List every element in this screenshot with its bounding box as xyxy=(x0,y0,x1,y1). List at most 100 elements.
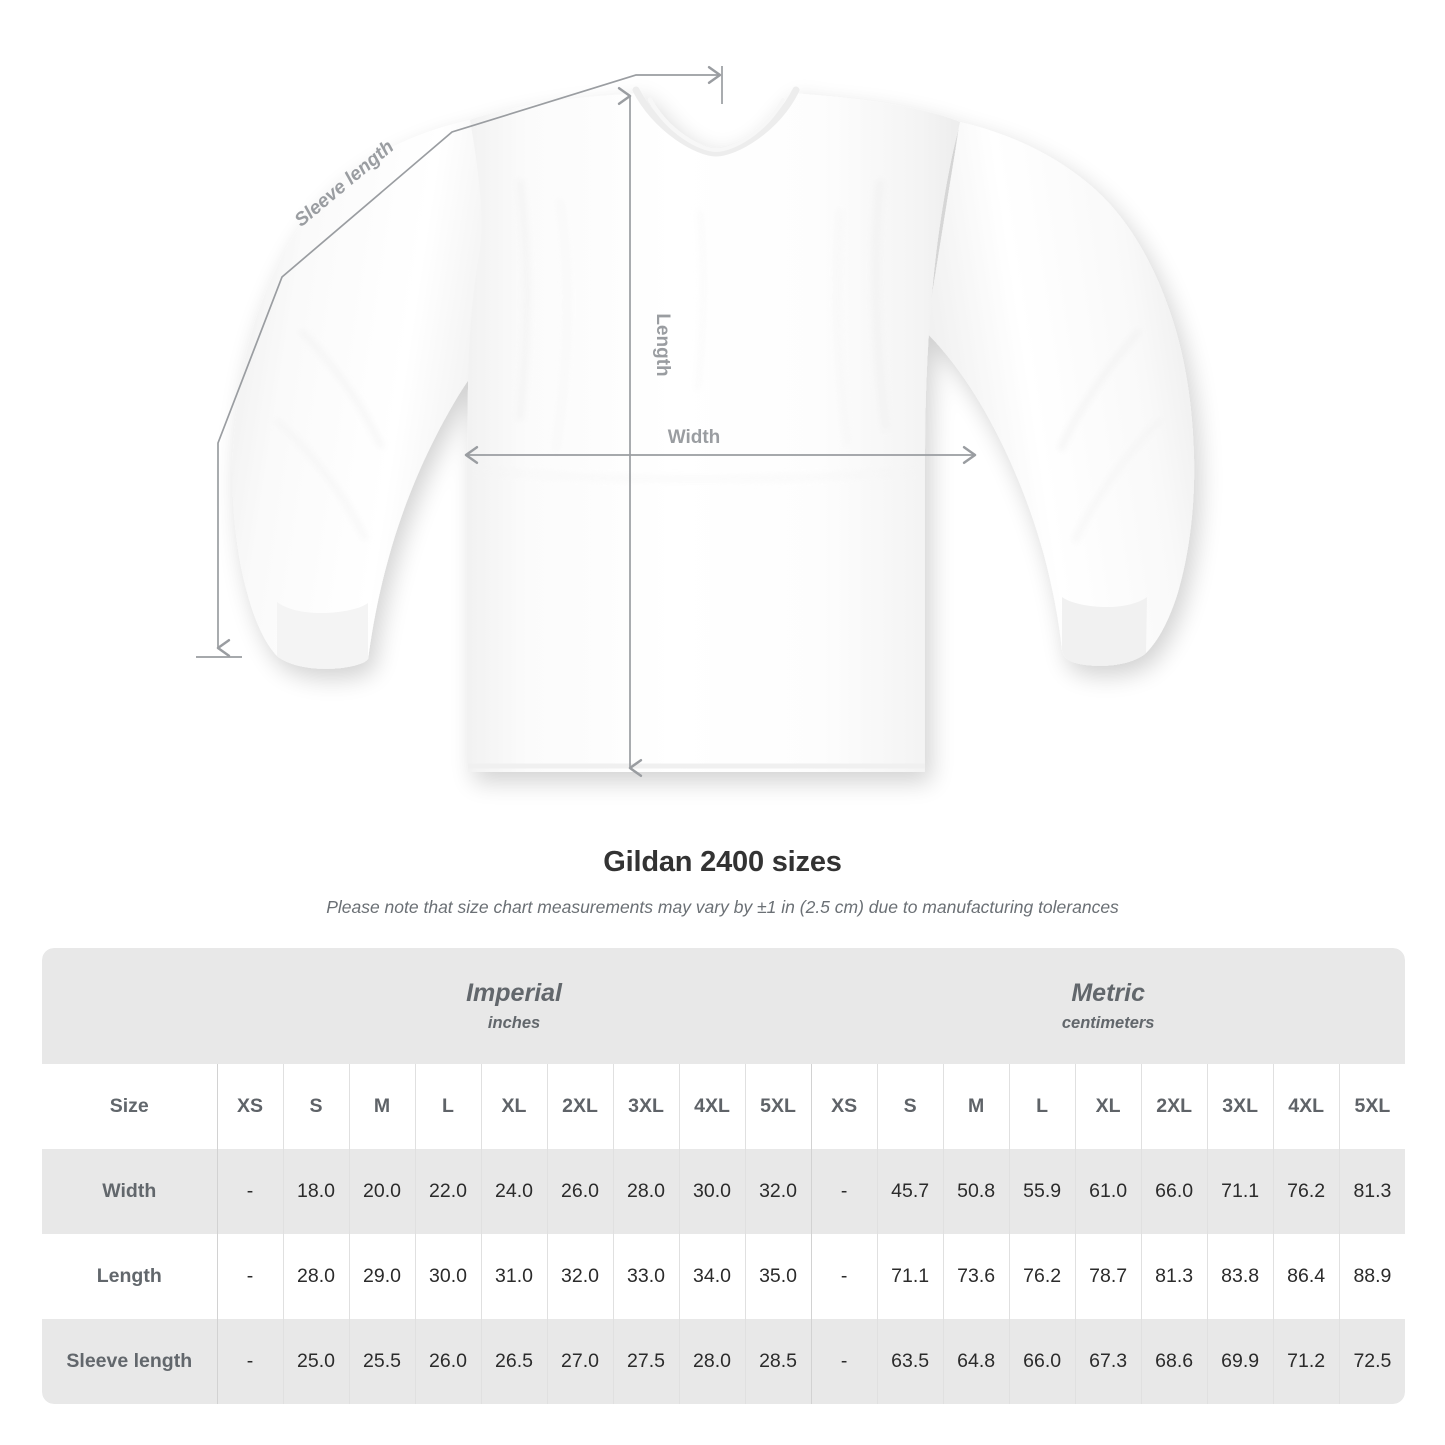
size-header-metric-4xl: 4XL xyxy=(1272,1064,1340,1149)
length-label: Length xyxy=(652,313,673,376)
size-header-metric-xl: XL xyxy=(1074,1064,1142,1149)
length-imperial-xs: - xyxy=(216,1234,283,1319)
table-row-size-header: Size XS S M L XL 2XL 3XL 4XL 5XL XS S M … xyxy=(42,1064,1406,1149)
width-label: Width xyxy=(668,427,721,448)
size-header-imperial-5xl: 5XL xyxy=(744,1064,812,1149)
length-imperial-4xl: 34.0 xyxy=(678,1234,745,1319)
sleeve-metric-xl: 67.3 xyxy=(1074,1319,1142,1404)
unit-band-row: Imperial inches Metric centimeters xyxy=(42,948,1406,1064)
width-imperial-s: 18.0 xyxy=(282,1149,349,1234)
garment-diagram: Sleeve length Length Width xyxy=(196,65,1195,778)
sleeve-metric-m: 64.8 xyxy=(942,1319,1010,1404)
length-imperial-xl: 31.0 xyxy=(480,1234,547,1319)
size-header-imperial-xs: XS xyxy=(216,1064,283,1149)
length-metric-5xl: 88.9 xyxy=(1338,1234,1406,1319)
garment-illustration: Sleeve length Length Width xyxy=(196,65,1195,778)
measurement-lines xyxy=(196,65,977,778)
sleeve-metric-3xl: 69.9 xyxy=(1206,1319,1274,1404)
width-metric-3xl: 71.1 xyxy=(1206,1149,1274,1234)
width-imperial-3xl: 28.0 xyxy=(612,1149,679,1234)
unit-name-imperial: Imperial xyxy=(466,978,562,1007)
width-metric-l: 55.9 xyxy=(1008,1149,1076,1234)
size-header-imperial-l: L xyxy=(414,1064,481,1149)
sleeve-metric-5xl: 72.5 xyxy=(1338,1319,1406,1404)
table-row-sleeve-length: Sleeve length - 25.0 25.5 26.0 26.5 27.0… xyxy=(42,1319,1406,1404)
length-metric-xs: - xyxy=(810,1234,878,1319)
width-metric-5xl: 81.3 xyxy=(1338,1149,1406,1234)
row-label-size: Size xyxy=(42,1064,217,1149)
size-header-metric-5xl: 5XL xyxy=(1338,1064,1406,1149)
length-imperial-s: 28.0 xyxy=(282,1234,349,1319)
unit-band-metric: Metric centimeters xyxy=(811,948,1406,1064)
row-label-width: Width xyxy=(42,1149,217,1234)
unit-band-imperial: Imperial inches xyxy=(217,948,812,1064)
width-imperial-2xl: 26.0 xyxy=(546,1149,613,1234)
sleeve-imperial-3xl: 27.5 xyxy=(612,1319,679,1404)
width-metric-s: 45.7 xyxy=(876,1149,944,1234)
right-sleeve xyxy=(926,122,1195,653)
length-imperial-2xl: 32.0 xyxy=(546,1234,613,1319)
size-header-metric-l: L xyxy=(1008,1064,1076,1149)
length-imperial-5xl: 35.0 xyxy=(744,1234,812,1319)
unit-sub-imperial: inches xyxy=(487,1014,541,1033)
size-header-metric-2xl: 2XL xyxy=(1140,1064,1208,1149)
size-header-imperial-s: S xyxy=(282,1064,349,1149)
row-label-length: Length xyxy=(42,1234,217,1319)
size-chart-table: Imperial inches Metric centimeters Size … xyxy=(42,948,1406,1404)
unit-name-metric: Metric xyxy=(1071,978,1145,1007)
width-metric-xl: 61.0 xyxy=(1074,1149,1142,1234)
width-imperial-l: 22.0 xyxy=(414,1149,481,1234)
width-imperial-5xl: 32.0 xyxy=(744,1149,812,1234)
size-header-metric-3xl: 3XL xyxy=(1206,1064,1274,1149)
sleeve-metric-s: 63.5 xyxy=(876,1319,944,1404)
size-header-metric-xs: XS xyxy=(810,1064,878,1149)
width-metric-xs: - xyxy=(810,1149,878,1234)
unit-sub-metric: centimeters xyxy=(1061,1014,1155,1033)
sleeve-imperial-5xl: 28.5 xyxy=(744,1319,812,1404)
table-row-length: Length - 28.0 29.0 30.0 31.0 32.0 33.0 3… xyxy=(42,1234,1406,1319)
size-header-imperial-2xl: 2XL xyxy=(546,1064,613,1149)
length-metric-m: 73.6 xyxy=(942,1234,1010,1319)
size-header-imperial-4xl: 4XL xyxy=(678,1064,745,1149)
width-metric-2xl: 66.0 xyxy=(1140,1149,1208,1234)
width-imperial-xs: - xyxy=(216,1149,283,1234)
width-metric-m: 50.8 xyxy=(942,1149,1010,1234)
sleeve-metric-xs: - xyxy=(810,1319,878,1404)
size-header-imperial-m: M xyxy=(348,1064,415,1149)
right-cuff xyxy=(1062,597,1147,666)
sleeve-imperial-xs: - xyxy=(216,1319,283,1404)
unit-band-spacer xyxy=(42,948,217,1064)
size-header-metric-m: M xyxy=(942,1064,1010,1149)
sleeve-imperial-2xl: 27.0 xyxy=(546,1319,613,1404)
size-header-metric-s: S xyxy=(876,1064,944,1149)
sleeve-imperial-s: 25.0 xyxy=(282,1319,349,1404)
width-imperial-m: 20.0 xyxy=(348,1149,415,1234)
sleeve-metric-l: 66.0 xyxy=(1008,1319,1076,1404)
sleeve-imperial-4xl: 28.0 xyxy=(678,1319,745,1404)
width-imperial-xl: 24.0 xyxy=(480,1149,547,1234)
length-metric-2xl: 81.3 xyxy=(1140,1234,1208,1319)
length-metric-3xl: 83.8 xyxy=(1206,1234,1274,1319)
sleeve-imperial-l: 26.0 xyxy=(414,1319,481,1404)
length-metric-xl: 78.7 xyxy=(1074,1234,1142,1319)
title-block: Gildan 2400 sizes Please note that size … xyxy=(0,845,1445,918)
size-chart-body: Size XS S M L XL 2XL 3XL 4XL 5XL XS S M … xyxy=(42,1064,1406,1404)
table-row-width: Width - 18.0 20.0 22.0 24.0 26.0 28.0 30… xyxy=(42,1149,1406,1234)
size-header-imperial-xl: XL xyxy=(480,1064,547,1149)
page-title: Gildan 2400 sizes xyxy=(603,846,842,878)
length-metric-4xl: 86.4 xyxy=(1272,1234,1340,1319)
length-imperial-l: 30.0 xyxy=(414,1234,481,1319)
sleeve-metric-4xl: 71.2 xyxy=(1272,1319,1340,1404)
sleeve-length-line xyxy=(216,65,722,658)
width-metric-4xl: 76.2 xyxy=(1272,1149,1340,1234)
length-metric-s: 71.1 xyxy=(876,1234,944,1319)
length-imperial-3xl: 33.0 xyxy=(612,1234,679,1319)
sleeve-imperial-xl: 26.5 xyxy=(480,1319,547,1404)
size-header-imperial-3xl: 3XL xyxy=(612,1064,679,1149)
sleeve-imperial-m: 25.5 xyxy=(348,1319,415,1404)
length-metric-l: 76.2 xyxy=(1008,1234,1076,1319)
page-subtitle: Please note that size chart measurements… xyxy=(326,896,1119,917)
width-imperial-4xl: 30.0 xyxy=(678,1149,745,1234)
row-label-sleeve-length: Sleeve length xyxy=(42,1319,217,1404)
sleeve-metric-2xl: 68.6 xyxy=(1140,1319,1208,1404)
